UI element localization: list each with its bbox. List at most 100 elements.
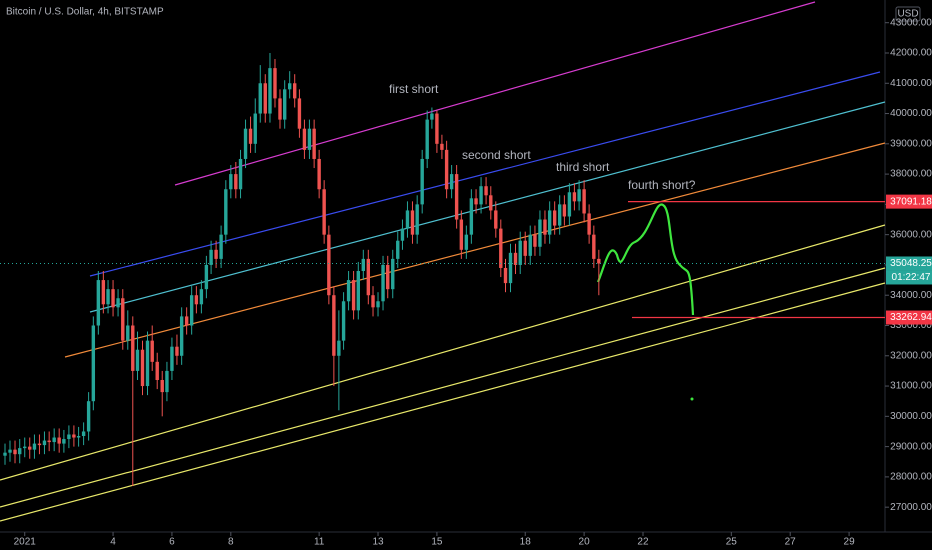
candle-body <box>557 204 562 226</box>
candle-body <box>293 83 297 99</box>
candle-body <box>268 68 272 114</box>
candle-body <box>175 346 179 356</box>
candle-body <box>371 295 375 308</box>
last-price-label: 35048.25 <box>890 258 932 269</box>
candle-body <box>400 228 405 241</box>
candle-body <box>243 128 248 159</box>
candle-body <box>405 210 410 229</box>
candle-body <box>204 264 209 290</box>
y-tick-label: 29000.00 <box>890 441 932 452</box>
candle-body <box>224 189 228 235</box>
y-tick-label: 42000.00 <box>890 48 932 59</box>
candle-body <box>165 370 169 393</box>
candle-body <box>523 240 527 256</box>
candle-body <box>194 295 199 305</box>
x-tick-label: 27 <box>785 537 797 548</box>
candle-body <box>32 443 37 450</box>
trend-line <box>0 224 886 481</box>
y-tick-label: 38000.00 <box>890 169 932 180</box>
y-tick-label: 40000.00 <box>890 108 932 119</box>
candle-body <box>444 149 449 190</box>
candle-body <box>263 83 267 114</box>
candle-body <box>278 98 282 120</box>
candle-body <box>440 143 444 150</box>
candle-body <box>18 448 22 455</box>
candle-body <box>155 361 159 380</box>
candle-body <box>351 280 356 311</box>
candle-body <box>547 210 552 235</box>
candle-body <box>562 204 567 217</box>
currency-box <box>895 6 921 22</box>
candle-body <box>111 289 115 308</box>
y-tick-label: 33000.00 <box>890 320 932 331</box>
y-tick-label: 28000.00 <box>890 472 932 483</box>
candle-body <box>81 431 86 437</box>
trend-line <box>174 1 816 186</box>
candle-body <box>528 234 532 256</box>
candle-body <box>410 210 415 235</box>
y-tick-label: 34000.00 <box>890 290 932 301</box>
candle-body <box>209 249 213 265</box>
candle-body <box>312 128 316 159</box>
x-tick-label: 2021 <box>14 537 37 548</box>
candle-body <box>150 340 154 362</box>
y-tick-label: 30000.00 <box>890 411 932 422</box>
candle-body <box>317 158 321 190</box>
y-tick-label: 41000.00 <box>890 78 932 89</box>
candle-body <box>341 301 346 341</box>
candle-body <box>381 264 385 302</box>
candle-body <box>474 198 478 205</box>
candle-body <box>484 186 488 196</box>
level-box <box>886 310 932 325</box>
candle-body <box>449 174 454 190</box>
candle-body <box>577 189 581 202</box>
x-tick-label: 6 <box>169 537 175 548</box>
level-box <box>886 194 932 209</box>
candle-body <box>567 192 572 217</box>
candle-body <box>184 316 189 326</box>
countdown: 01:22:47 <box>892 272 931 283</box>
candle-body <box>282 89 287 120</box>
last-price-box <box>886 256 932 271</box>
x-tick-label: 18 <box>520 537 532 548</box>
candle-body <box>214 249 218 259</box>
candle-body <box>302 128 307 150</box>
candle-body <box>28 446 32 450</box>
candle-body <box>72 434 76 438</box>
x-tick-label: 22 <box>637 537 649 548</box>
candle-body <box>8 449 12 453</box>
candle-body <box>307 128 312 150</box>
candle-body <box>572 192 577 202</box>
candle-body <box>538 219 542 247</box>
candle-body <box>145 340 150 387</box>
candle-body <box>42 440 47 446</box>
candle-body <box>327 234 331 296</box>
candle-body <box>533 234 537 247</box>
candle-body <box>337 340 341 356</box>
candle-body <box>106 289 110 305</box>
candle-body <box>234 174 238 190</box>
level-label: 33262.94 <box>890 312 932 323</box>
candle-body <box>126 325 130 341</box>
annotation: fourth short? <box>628 178 696 192</box>
x-tick-label: 11 <box>314 537 325 548</box>
candle-body <box>420 158 424 205</box>
candle-body <box>332 295 336 356</box>
candle-body <box>91 325 96 402</box>
trend-line <box>0 282 886 522</box>
candle-body <box>160 380 164 393</box>
candle-body <box>96 280 101 326</box>
candle-body <box>253 113 257 144</box>
candle-body <box>356 270 360 311</box>
y-tick-label: 27000.00 <box>890 502 932 513</box>
candle-body <box>396 240 400 259</box>
x-tick-label: 20 <box>579 537 591 548</box>
candle-body <box>135 349 140 371</box>
candle-body <box>552 210 557 226</box>
x-tick-label: 25 <box>726 537 738 548</box>
candle-body <box>587 213 591 235</box>
candle-body <box>322 189 326 235</box>
trend-line <box>0 267 886 508</box>
candle-body <box>116 298 120 308</box>
